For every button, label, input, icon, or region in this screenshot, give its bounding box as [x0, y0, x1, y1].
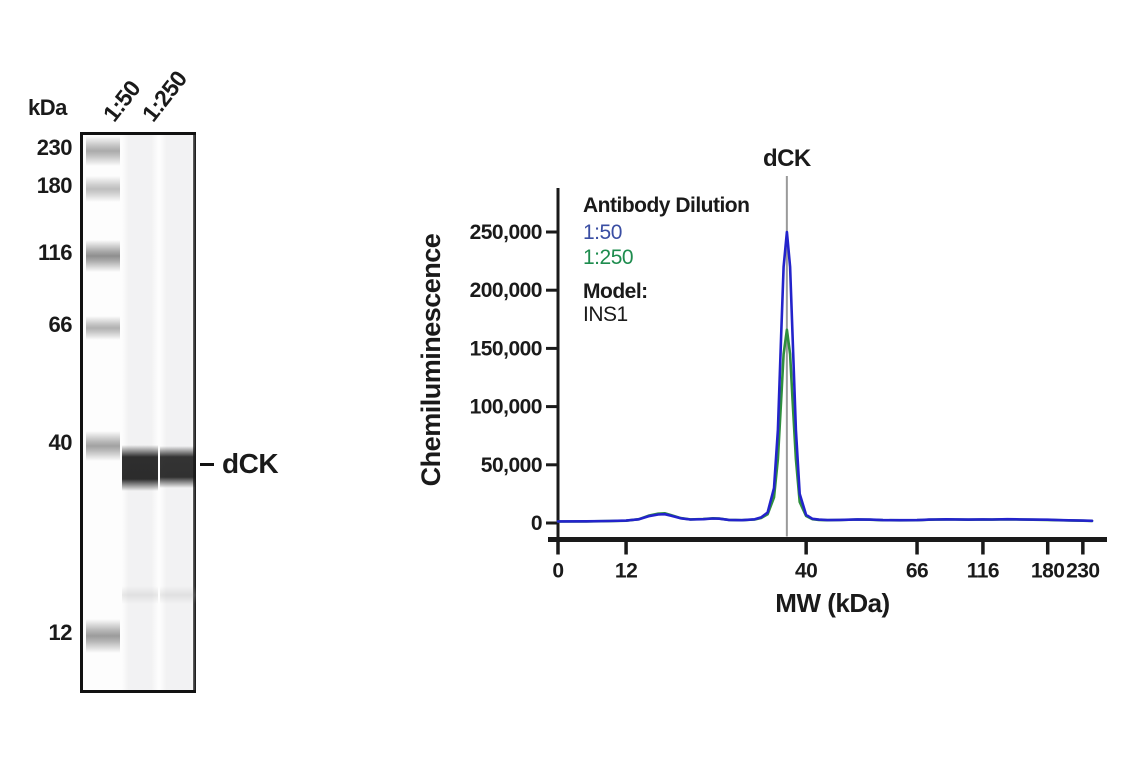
y-tick-label-150000: 150,000	[470, 337, 542, 360]
sample-lane-1-50	[122, 135, 158, 690]
marker-label-12: 12	[48, 619, 73, 645]
ladder-band-116	[86, 240, 120, 273]
ladder-band-180	[86, 175, 120, 202]
marker-label-40: 40	[48, 429, 73, 455]
legend-entry-1-250: 1:250	[583, 246, 633, 269]
molecular-weight-marker-labels: 230 180 116 66 40 12	[14, 0, 73, 768]
y-tick-label-100000: 100,000	[470, 396, 542, 419]
x-tick-label-12: 12	[615, 560, 637, 583]
band-callout-label: dCK	[222, 448, 279, 479]
y-tick-label-200000: 200,000	[470, 279, 542, 302]
band-callout-dash	[200, 463, 214, 466]
marker-label-116: 116	[38, 240, 73, 266]
marker-label-230: 230	[36, 135, 73, 161]
series-curve-1-50	[556, 230, 1094, 523]
x-tick-label-66: 66	[906, 560, 928, 583]
blot-frame	[80, 132, 196, 693]
series-curve-1-250	[556, 328, 1094, 523]
x-tick-label-0: 0	[552, 560, 563, 583]
peak-label-dck: dCK	[763, 145, 812, 172]
dck-band	[122, 445, 158, 492]
marker-label-66: 66	[48, 311, 73, 337]
legend-entry-1-50: 1:50	[583, 221, 622, 244]
legend-model-value: INS1	[583, 303, 628, 326]
faint-band	[122, 586, 158, 605]
y-tick-label-0: 0	[531, 512, 542, 535]
x-tick-label-180: 180	[1031, 560, 1065, 583]
ladder-lane	[86, 135, 120, 690]
dck-band	[160, 446, 196, 489]
ladder-band-12	[86, 618, 120, 653]
y-tick-label-50000: 50,000	[481, 454, 542, 477]
y-axis-title: Chemiluminescence	[416, 233, 446, 486]
ladder-band-40	[86, 430, 120, 461]
sample-lane-1-250	[160, 135, 196, 690]
y-tick-label-250000: 250,000	[470, 221, 542, 244]
kda-header-label: kDa	[28, 95, 67, 120]
x-axis-title: MW (kDa)	[775, 588, 889, 618]
legend-title: Antibody Dilution	[583, 194, 749, 217]
x-tick-label-230: 230	[1066, 560, 1100, 583]
ladder-band-230	[86, 136, 120, 167]
faint-band	[160, 586, 196, 605]
x-tick-label-116: 116	[967, 560, 999, 583]
legend-model-label: Model:	[583, 280, 648, 303]
x-tick-label-40: 40	[795, 560, 817, 583]
ladder-band-66	[86, 315, 120, 340]
marker-label-180: 180	[36, 172, 73, 198]
